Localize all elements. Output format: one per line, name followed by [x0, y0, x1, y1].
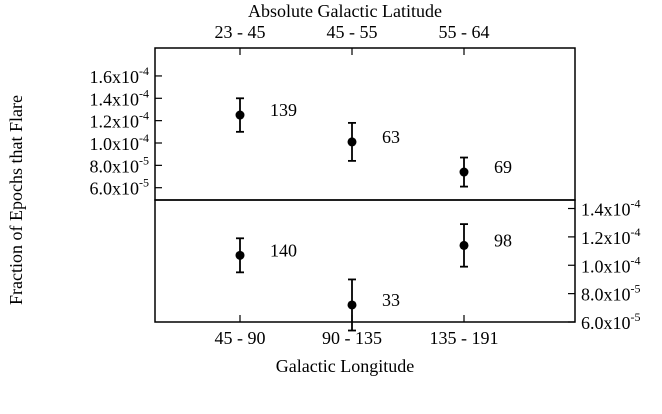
y-tick-label: 1.6x10-4	[90, 64, 150, 87]
data-point	[235, 110, 245, 120]
point-label: 69	[494, 157, 512, 177]
data-point	[347, 300, 357, 310]
x-tick-label: 135 - 191	[430, 328, 499, 348]
panel-frame	[154, 47, 576, 201]
x-tick-label: 55 - 64	[439, 22, 490, 42]
point-label: 98	[494, 231, 512, 251]
data-point	[459, 167, 469, 177]
y-tick-label: 1.2x10-4	[90, 108, 150, 131]
y-axis-label: Fraction of Epochs that Flare	[6, 95, 26, 305]
x-tick-label: 45 - 55	[327, 22, 378, 42]
x-axis-label: Galactic Longitude	[276, 356, 414, 376]
y-tick-label: 1.0x10-4	[90, 131, 150, 154]
y-tick-label: 8.0x10-5	[90, 153, 150, 176]
y-tick-label: 1.0x10-4	[581, 253, 641, 276]
data-point	[459, 240, 469, 250]
point-label: 63	[382, 127, 400, 147]
x-axis-label: Absolute Galactic Latitude	[248, 1, 442, 21]
y-tick-label: 1.4x10-4	[90, 86, 150, 109]
data-point	[235, 250, 245, 260]
y-tick-label: 1.2x10-4	[581, 225, 641, 248]
point-label: 139	[270, 100, 297, 120]
y-tick-label: 6.0x10-5	[581, 310, 641, 333]
x-tick-label: 45 - 90	[215, 328, 266, 348]
point-label: 140	[270, 240, 297, 260]
y-tick-label: 6.0x10-5	[90, 175, 150, 198]
data-point	[347, 137, 357, 147]
x-tick-label: 90 - 135	[322, 328, 382, 348]
y-tick-label: 1.4x10-4	[581, 196, 641, 219]
x-tick-label: 23 - 45	[215, 22, 266, 42]
point-label: 33	[382, 290, 400, 310]
panel-frame	[154, 199, 576, 323]
y-tick-label: 8.0x10-5	[581, 281, 641, 304]
